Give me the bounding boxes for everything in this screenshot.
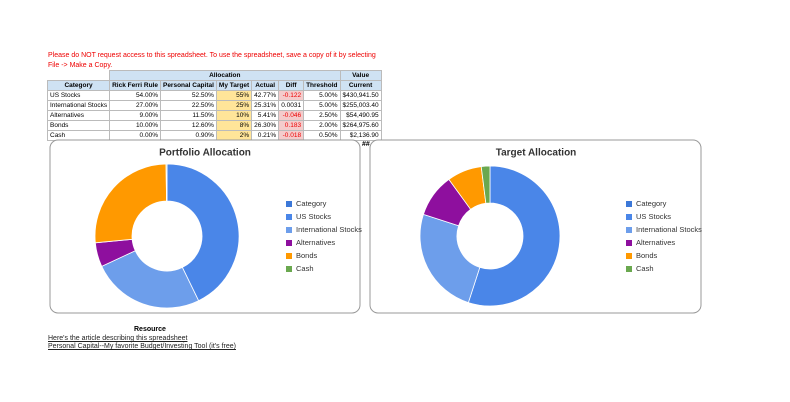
legend-label: Alternatives xyxy=(296,238,335,247)
legend-label: International Stocks xyxy=(296,225,362,234)
notice: Please do NOT request access to this spr… xyxy=(48,52,376,59)
legend-swatch xyxy=(286,253,292,259)
legend-label: US Stocks xyxy=(636,212,671,221)
resource-link[interactable]: Here's the article describing this sprea… xyxy=(48,335,188,342)
donut-slice xyxy=(165,163,168,202)
legend-swatch xyxy=(626,214,632,220)
legend-swatch xyxy=(286,227,292,233)
donut-slice xyxy=(480,165,491,204)
legend-swatch xyxy=(286,240,292,246)
donut-slice xyxy=(94,163,167,244)
legend-label: Alternatives xyxy=(636,238,675,247)
legend-label: Bonds xyxy=(636,251,658,260)
legend-swatch xyxy=(286,266,292,272)
chart-title: Target Allocation xyxy=(496,148,577,159)
donut-slice xyxy=(101,250,200,309)
donut-slice xyxy=(419,213,481,304)
legend-swatch xyxy=(626,227,632,233)
chart-title: Portfolio Allocation xyxy=(159,148,251,159)
notice: File -> Make a Copy. xyxy=(48,62,113,69)
resource-title: Resource xyxy=(134,326,166,333)
legend-swatch xyxy=(626,266,632,272)
legend-label: Category xyxy=(636,199,667,208)
legend-label: Cash xyxy=(296,264,314,273)
legend-swatch xyxy=(286,201,292,207)
legend-swatch xyxy=(286,214,292,220)
resource-link[interactable]: Personal Capital--My favorite Budget/Inv… xyxy=(48,343,236,350)
legend-swatch xyxy=(626,253,632,259)
allocation-table: Allocation Value Category Rick Ferri Rule… xyxy=(46,70,382,141)
legend-label: Category xyxy=(296,199,327,208)
blank xyxy=(47,70,110,81)
overflow-cell: ## xyxy=(362,141,370,148)
legend-swatch xyxy=(626,240,632,246)
table-cell: $2,136.90 xyxy=(339,130,382,141)
table-row: Cash 0.00% 0.90% 2% 0.21% -0.018 0.50% $2,136.9… xyxy=(46,130,382,141)
donut-slice xyxy=(467,165,561,307)
legend-swatch xyxy=(626,201,632,207)
legend-label: US Stocks xyxy=(296,212,331,221)
legend-label: Bonds xyxy=(296,251,318,260)
donut-slice xyxy=(166,163,240,302)
legend-label: International Stocks xyxy=(636,225,702,234)
table-row: International Stocks 27.00% 22.50% 25% 25.31… xyxy=(46,100,382,111)
legend-label: Cash xyxy=(636,264,654,273)
